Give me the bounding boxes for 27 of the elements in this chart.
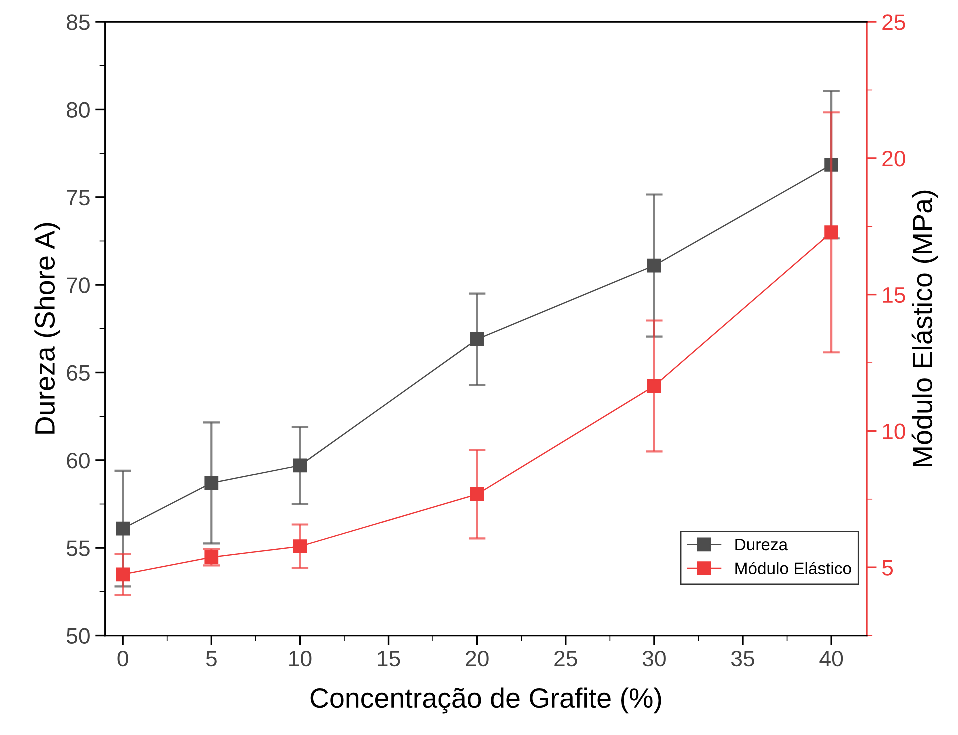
y-tick-label: 75 <box>67 190 90 206</box>
x-tick-label: 20 <box>466 650 489 667</box>
y-tick-label: 65 <box>67 365 90 382</box>
y2-tick-label: 15 <box>883 288 906 304</box>
y2-tick-label: 20 <box>882 150 906 167</box>
x-tick-label: 30 <box>642 650 666 667</box>
y-tick-label: 70 <box>67 278 90 294</box>
x-axis-title: Concentração de Grafite (%) <box>310 688 662 714</box>
y-tick-label: 80 <box>67 102 90 118</box>
y-tick-label: 60 <box>67 452 90 469</box>
x-tick-label: 25 <box>554 650 578 667</box>
x-tick-label: 0 <box>118 650 128 667</box>
legend-label: Dureza <box>736 539 788 551</box>
y-axis-title: Dureza (Shore A) <box>34 223 61 434</box>
y2-axis-title: Módulo Elástico (MPa) <box>912 190 938 466</box>
y2-tick-label: 25 <box>882 14 906 30</box>
x-tick-label: 5 <box>206 651 217 667</box>
legend-label: Módulo Elástico <box>736 562 852 575</box>
x-tick-label: 40 <box>820 650 844 667</box>
y2-tick-label: 5 <box>882 560 893 576</box>
x-tick-label: 15 <box>378 651 400 667</box>
x-tick-label: 10 <box>290 650 312 667</box>
x-tick-label: 35 <box>731 650 754 667</box>
y-tick-label: 55 <box>66 540 90 556</box>
y-tick-label: 50 <box>66 628 90 644</box>
y-tick-label: 85 <box>67 14 90 30</box>
y2-tick-label: 10 <box>883 424 906 440</box>
